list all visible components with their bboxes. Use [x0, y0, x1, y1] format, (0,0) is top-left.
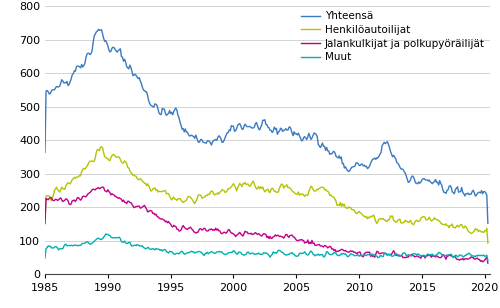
Line: Yhteensä: Yhteensä — [45, 29, 488, 223]
Jalankulkijat ja polkupyöräilijät — [474, 257, 480, 260]
Henkilöautoilijat — [42, 219, 48, 223]
Yhteensä — [410, 175, 416, 179]
Muut — [118, 240, 124, 244]
Yhteensä — [344, 169, 350, 172]
Muut — [102, 232, 108, 236]
Yhteensä — [428, 181, 434, 184]
Yhteensä — [292, 132, 298, 136]
Jalankulkijat ja polkupyöräilijät — [485, 261, 491, 265]
Muut — [428, 253, 434, 256]
Henkilöautoilijat — [410, 223, 416, 227]
Muut — [292, 254, 298, 257]
Henkilöautoilijat — [98, 145, 104, 149]
Muut — [344, 255, 350, 259]
Henkilöautoilijat — [118, 160, 124, 164]
Henkilöautoilijat — [344, 207, 350, 210]
Jalankulkijat ja polkupyöräilijät — [344, 250, 350, 254]
Yhteensä — [42, 150, 48, 154]
Yhteensä — [96, 27, 102, 31]
Jalankulkijat ja polkupyöräilijät — [42, 222, 48, 225]
Line: Muut: Muut — [45, 234, 488, 261]
Jalankulkijat ja polkupyöräilijät — [410, 254, 416, 257]
Muut — [410, 252, 416, 256]
Henkilöautoilijat — [428, 219, 434, 223]
Yhteensä — [118, 55, 124, 59]
Jalankulkijat ja polkupyöräilijät — [100, 185, 105, 189]
Legend: Yhteensä, Henkilöautoilijat, Jalankulkijat ja polkupyöräilijät, Muut: Yhteensä, Henkilöautoilijat, Jalankulkij… — [299, 9, 487, 64]
Line: Henkilöautoilijat: Henkilöautoilijat — [45, 147, 488, 243]
Jalankulkijat ja polkupyöräilijät — [292, 237, 298, 240]
Jalankulkijat ja polkupyöräilijät — [428, 255, 434, 259]
Muut — [474, 253, 480, 257]
Henkilöautoilijat — [292, 192, 298, 196]
Line: Jalankulkijat ja polkupyöräilijät: Jalankulkijat ja polkupyöräilijät — [45, 187, 488, 263]
Muut — [42, 256, 48, 260]
Muut — [485, 259, 491, 262]
Yhteensä — [485, 221, 491, 225]
Jalankulkijat ja polkupyöräilijät — [118, 197, 124, 201]
Henkilöautoilijat — [474, 228, 480, 232]
Henkilöautoilijat — [485, 241, 491, 245]
Yhteensä — [474, 193, 480, 197]
